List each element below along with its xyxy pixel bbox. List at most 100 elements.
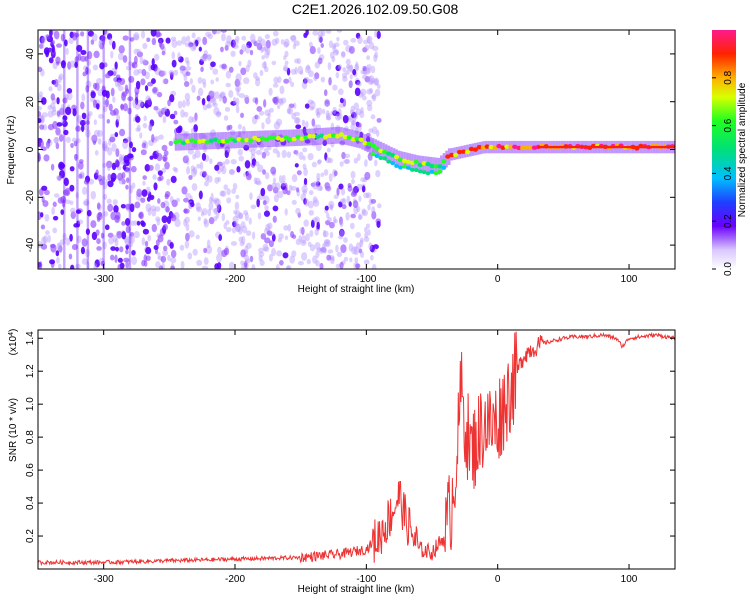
noise-speckle bbox=[252, 72, 258, 79]
ridge-cell bbox=[409, 160, 415, 166]
noise-speckle bbox=[302, 189, 307, 196]
noise-speckle bbox=[367, 67, 372, 74]
noise-speckle bbox=[168, 140, 174, 147]
noise-streak bbox=[63, 30, 66, 269]
noise-speckle bbox=[357, 36, 363, 45]
noise-speckle bbox=[93, 129, 101, 138]
ridge-cell bbox=[287, 137, 293, 142]
noise-speckle bbox=[238, 212, 244, 220]
ridge-cell bbox=[488, 144, 494, 150]
noise-speckle bbox=[265, 172, 270, 180]
noise-speckle bbox=[235, 73, 242, 82]
noise-speckle bbox=[329, 257, 335, 265]
noise-speckle bbox=[114, 61, 118, 70]
noise-speckle bbox=[303, 198, 308, 205]
noise-speckle bbox=[110, 50, 114, 59]
noise-speckle bbox=[216, 253, 223, 263]
noise-speckle bbox=[206, 53, 212, 62]
noise-speckle bbox=[279, 98, 284, 106]
noise-speckle bbox=[230, 158, 237, 165]
noise-speckle bbox=[75, 263, 81, 269]
noise-speckle bbox=[244, 160, 251, 169]
noise-speckle bbox=[302, 78, 308, 84]
noise-speckle bbox=[135, 103, 141, 110]
noise-speckle bbox=[38, 261, 43, 269]
noise-speckle bbox=[368, 128, 374, 133]
noise-speckle bbox=[70, 211, 76, 219]
ridge-cell bbox=[315, 134, 321, 139]
noise-speckle bbox=[191, 32, 196, 39]
noise-speckle bbox=[196, 95, 201, 101]
noise-speckle bbox=[184, 240, 190, 249]
noise-speckle bbox=[166, 215, 172, 225]
noise-speckle bbox=[360, 177, 366, 183]
noise-speckle bbox=[41, 236, 47, 245]
noise-speckle bbox=[342, 76, 348, 82]
noise-speckle bbox=[163, 150, 169, 156]
noise-speckle bbox=[82, 186, 88, 196]
noise-speckle bbox=[361, 74, 368, 80]
noise-speckle bbox=[298, 151, 304, 161]
noise-speckle bbox=[366, 104, 373, 112]
noise-speckle bbox=[143, 254, 148, 263]
noise-speckle bbox=[349, 45, 355, 54]
noise-speckle bbox=[144, 102, 148, 108]
noise-speckle bbox=[123, 103, 129, 112]
noise-speckle bbox=[173, 119, 179, 125]
noise-speckle bbox=[218, 234, 223, 241]
noise-speckle bbox=[290, 68, 297, 75]
noise-speckle bbox=[291, 250, 297, 258]
noise-speckle bbox=[261, 151, 267, 159]
noise-speckle bbox=[235, 105, 240, 114]
noise-speckle bbox=[230, 50, 236, 57]
noise-speckle bbox=[377, 203, 382, 209]
noise-speckle bbox=[186, 166, 191, 175]
noise-speckle bbox=[241, 35, 247, 41]
noise-speckle bbox=[244, 254, 250, 262]
noise-speckle bbox=[360, 250, 365, 259]
snr-panel: -300 -200 -100 0 100 0.2 0.4 0.6 0.8 1.0 1.2 1.4 H… bbox=[8, 329, 676, 595]
noise-speckle bbox=[368, 80, 374, 86]
noise-speckle bbox=[258, 251, 265, 257]
noise-speckle bbox=[81, 238, 88, 247]
noise-speckle bbox=[187, 148, 194, 155]
noise-speckle bbox=[323, 169, 329, 176]
noise-speckle bbox=[280, 181, 287, 187]
snr-ytick-label: 0.4 bbox=[25, 496, 36, 510]
noise-speckle bbox=[171, 199, 178, 208]
noise-speckle bbox=[317, 34, 324, 43]
ridge-cell bbox=[413, 168, 419, 173]
noise-speckle bbox=[329, 204, 333, 210]
noise-speckle bbox=[117, 264, 121, 269]
ridge-cell bbox=[382, 156, 388, 161]
noise-speckle bbox=[342, 67, 347, 73]
snr-scale-exp: 4 bbox=[8, 332, 15, 336]
noise-speckle bbox=[66, 91, 73, 101]
noise-speckle bbox=[91, 134, 98, 144]
noise-speckle bbox=[115, 246, 120, 252]
noise-speckle bbox=[47, 104, 53, 110]
noise-speckle bbox=[63, 39, 68, 47]
noise-speckle bbox=[294, 163, 299, 168]
noise-speckle bbox=[53, 30, 60, 40]
noise-speckle bbox=[297, 260, 304, 266]
noise-speckle bbox=[314, 228, 319, 236]
noise-speckle bbox=[52, 227, 58, 234]
ridge-cell bbox=[393, 154, 400, 160]
noise-speckle bbox=[237, 81, 242, 86]
noise-speckle bbox=[133, 34, 140, 41]
noise-speckle bbox=[240, 67, 247, 76]
noise-speckle bbox=[169, 94, 175, 103]
noise-speckle bbox=[258, 247, 264, 254]
ridge-cell bbox=[208, 138, 214, 143]
noise-speckle bbox=[235, 223, 242, 233]
noise-speckle bbox=[330, 256, 335, 262]
noise-speckle bbox=[358, 213, 362, 221]
noise-speckle bbox=[191, 183, 198, 191]
noise-speckle bbox=[245, 258, 251, 264]
colorbar-tick-label: 0.2 bbox=[723, 214, 734, 228]
noise-speckle bbox=[157, 170, 163, 176]
noise-speckle bbox=[207, 208, 212, 217]
noise-speckle bbox=[80, 246, 86, 255]
noise-speckle bbox=[358, 195, 362, 202]
